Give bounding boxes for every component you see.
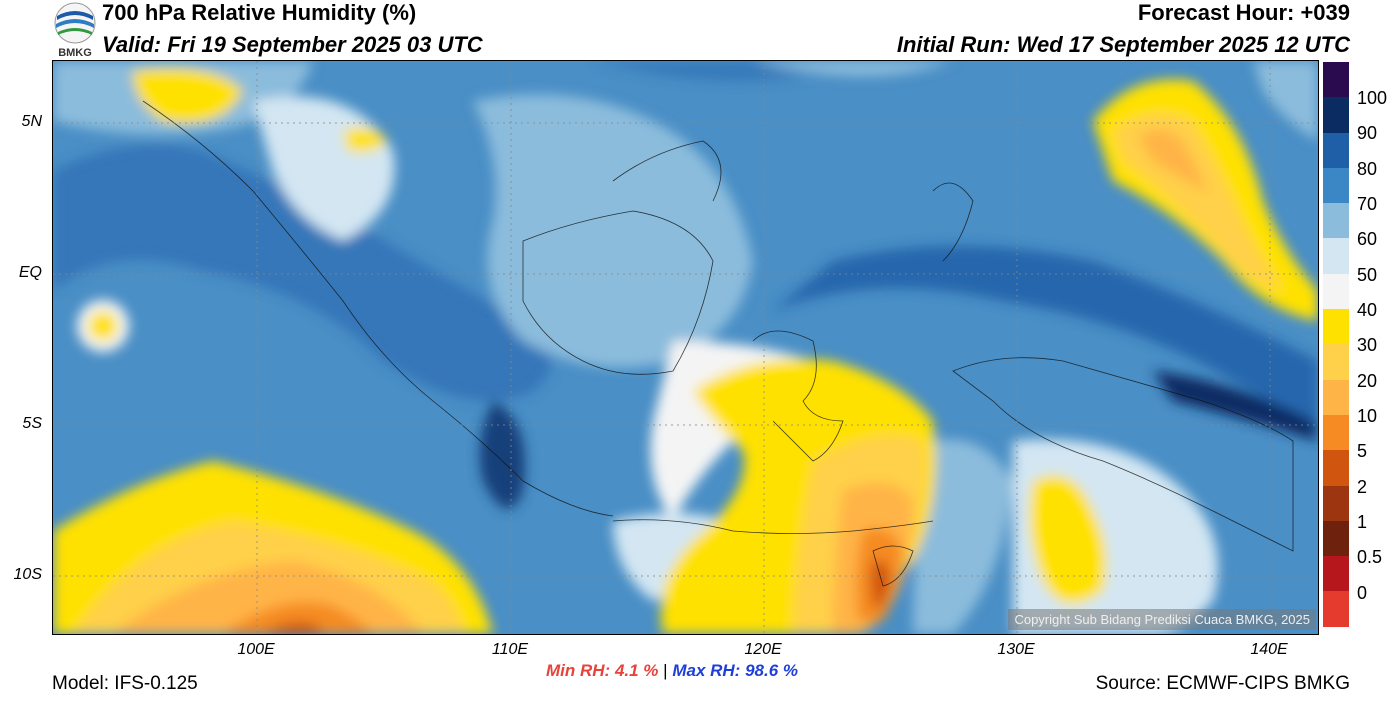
logo-text: BMKG (58, 47, 92, 59)
colorbar-segment (1323, 379, 1349, 415)
colorbar-label: 10 (1357, 406, 1378, 426)
colorbar-segment (1323, 309, 1349, 345)
colorbar-segment (1323, 203, 1349, 239)
x-label-130e: 130E (997, 641, 1035, 658)
colorbar-segment (1323, 167, 1349, 204)
bmkg-logo-icon (54, 2, 96, 44)
x-label-140e: 140E (1250, 641, 1288, 658)
colorbar-segment (1323, 485, 1349, 521)
y-label-10s: 10S (13, 566, 42, 583)
colorbar-segment (1323, 97, 1349, 133)
colorbar-segment (1323, 62, 1349, 98)
humidity-map (52, 60, 1319, 635)
grid-lines (53, 61, 1318, 634)
x-label-120e: 120E (744, 641, 782, 658)
colorbar-segment (1323, 344, 1349, 380)
y-label-eq: EQ (18, 264, 42, 281)
colorbar-label: 80 (1357, 159, 1378, 179)
colorbar-label: 30 (1357, 335, 1378, 355)
copyright-notice: Copyright Sub Bidang Prediksi Cuaca BMKG… (1008, 609, 1316, 630)
x-label-100e: 100E (237, 641, 275, 658)
colorbar-label: 0.5 (1357, 547, 1383, 567)
colorbar-label: 40 (1357, 300, 1378, 320)
colorbar-segment (1323, 520, 1349, 557)
colorbar-segment (1323, 414, 1349, 451)
forecast-hour: Forecast Hour: +039 (1137, 0, 1350, 25)
min-rh-value: 4.1 % (614, 661, 659, 680)
stats-separator: | (663, 661, 668, 680)
bmkg-logo: BMKG (52, 0, 98, 60)
y-label-5n: 5N (21, 113, 42, 130)
colorbar-label: 90 (1357, 123, 1378, 143)
colorbar-label: 1 (1357, 512, 1368, 532)
colorbar-label: 50 (1357, 265, 1378, 285)
colorbar-label: 0 (1357, 583, 1368, 603)
colorbar-segment (1323, 556, 1349, 592)
map-title: 700 hPa Relative Humidity (%) (102, 0, 417, 25)
valid-time: Valid: Fri 19 September 2025 03 UTC (102, 32, 483, 57)
min-rh-label: Min RH: (546, 661, 611, 680)
colorbar-segment (1323, 238, 1349, 274)
colorbar-segment (1323, 450, 1349, 486)
source-info: Source: ECMWF-CIPS BMKG (1095, 673, 1350, 694)
colorbar-label: 100 (1357, 88, 1388, 108)
colorbar-label: 70 (1357, 194, 1378, 214)
colorbar-segment (1323, 273, 1349, 310)
colorbar-segment (1323, 132, 1349, 168)
y-label-5s: 5S (22, 415, 42, 432)
colorbar-label: 60 (1357, 229, 1378, 249)
x-label-110e: 110E (491, 641, 529, 658)
colorbar-label: 5 (1357, 441, 1368, 461)
max-rh-label: Max RH: (672, 661, 741, 680)
colorbar-label: 20 (1357, 371, 1378, 391)
humidity-field (53, 61, 1318, 634)
colorbar-segment (1323, 591, 1349, 627)
initial-run: Initial Run: Wed 17 September 2025 12 UT… (896, 32, 1350, 57)
colorbar (1323, 62, 1349, 627)
max-rh-value: 98.6 % (745, 661, 799, 680)
model-info: Model: IFS-0.125 (52, 673, 198, 694)
coastlines (142, 100, 1294, 587)
colorbar-label: 2 (1357, 477, 1368, 497)
rh-stats: Min RH: 4.1 % | Max RH: 98.6 % (546, 661, 798, 681)
